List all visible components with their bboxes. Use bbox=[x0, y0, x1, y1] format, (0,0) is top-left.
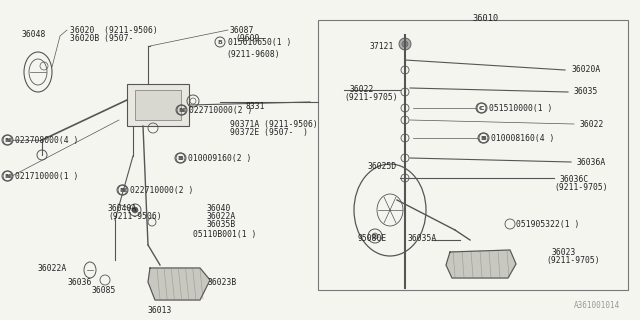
Text: N: N bbox=[4, 173, 10, 179]
Text: N: N bbox=[4, 138, 10, 142]
Text: 36023B: 36023B bbox=[208, 278, 237, 287]
Text: 90372E (9507-  ): 90372E (9507- ) bbox=[230, 128, 308, 137]
Text: 010008160(4 ): 010008160(4 ) bbox=[491, 133, 554, 142]
Text: 36040: 36040 bbox=[207, 204, 232, 213]
Text: (9211-9705): (9211-9705) bbox=[546, 256, 600, 265]
Text: 36035A: 36035A bbox=[408, 234, 437, 243]
Text: 36022A: 36022A bbox=[38, 264, 67, 273]
Text: 36013: 36013 bbox=[148, 306, 172, 315]
Circle shape bbox=[399, 38, 411, 50]
Text: 36020A: 36020A bbox=[572, 65, 601, 74]
Text: B: B bbox=[179, 156, 184, 161]
Text: N: N bbox=[119, 188, 125, 193]
Bar bbox=[318, 20, 628, 290]
Text: 051905322(1 ): 051905322(1 ) bbox=[516, 220, 579, 229]
Text: C: C bbox=[480, 106, 484, 110]
Text: 021710000(1 ): 021710000(1 ) bbox=[15, 172, 78, 180]
Text: A361001014: A361001014 bbox=[573, 301, 620, 310]
Text: (9211-9705): (9211-9705) bbox=[554, 183, 607, 192]
Text: N: N bbox=[179, 108, 184, 113]
Text: 36036: 36036 bbox=[68, 278, 92, 287]
Text: 022710000(2 ): 022710000(2 ) bbox=[189, 106, 252, 115]
Text: (9211-9608): (9211-9608) bbox=[226, 50, 280, 59]
Text: 36022: 36022 bbox=[580, 120, 604, 129]
Text: 90371A (9211-9506): 90371A (9211-9506) bbox=[230, 120, 317, 129]
Polygon shape bbox=[446, 250, 516, 278]
Circle shape bbox=[372, 233, 378, 239]
Text: 36020B (9507-: 36020B (9507- bbox=[70, 34, 133, 43]
Text: B: B bbox=[218, 39, 223, 44]
Text: 36010: 36010 bbox=[472, 14, 499, 23]
Text: 36040A: 36040A bbox=[108, 204, 137, 213]
Text: 36020  (9211-9506): 36020 (9211-9506) bbox=[70, 26, 157, 35]
Text: C: C bbox=[479, 106, 483, 110]
Text: 015610650(1 ): 015610650(1 ) bbox=[228, 37, 291, 46]
Text: 05110B001(1 ): 05110B001(1 ) bbox=[193, 230, 257, 239]
Polygon shape bbox=[148, 268, 210, 300]
Text: (9211-9705): (9211-9705) bbox=[344, 93, 397, 102]
Text: 36087: 36087 bbox=[230, 26, 254, 35]
Text: N: N bbox=[120, 188, 125, 193]
Text: 8331: 8331 bbox=[246, 102, 266, 111]
Text: 36025D: 36025D bbox=[368, 162, 397, 171]
Text: 36035B: 36035B bbox=[207, 220, 236, 229]
Bar bbox=[135, 90, 181, 120]
Text: 36022A: 36022A bbox=[207, 212, 236, 221]
Text: 36036C: 36036C bbox=[560, 175, 589, 184]
Text: 36035: 36035 bbox=[574, 87, 598, 96]
Text: B: B bbox=[481, 135, 485, 140]
Text: N: N bbox=[5, 138, 11, 142]
Text: 36085: 36085 bbox=[92, 286, 116, 295]
Text: 023708000(4 ): 023708000(4 ) bbox=[15, 135, 78, 145]
Text: B: B bbox=[481, 135, 486, 140]
Bar bbox=[127, 84, 189, 126]
Text: 36022: 36022 bbox=[350, 85, 374, 94]
Text: 36048: 36048 bbox=[22, 30, 46, 39]
Text: 36023: 36023 bbox=[552, 248, 577, 257]
Text: 051510000(1 ): 051510000(1 ) bbox=[489, 103, 552, 113]
Text: 022710000(2 ): 022710000(2 ) bbox=[130, 186, 193, 195]
Text: N: N bbox=[179, 108, 185, 113]
Text: 010009160(2 ): 010009160(2 ) bbox=[188, 154, 252, 163]
Text: N: N bbox=[5, 173, 11, 179]
Text: (9609-: (9609- bbox=[235, 34, 264, 43]
Circle shape bbox=[132, 207, 138, 213]
Text: 95080E: 95080E bbox=[358, 234, 387, 243]
Text: (9211-9506): (9211-9506) bbox=[108, 212, 162, 221]
Text: 36036A: 36036A bbox=[577, 158, 606, 167]
Text: 37121: 37121 bbox=[370, 42, 394, 51]
Circle shape bbox=[402, 41, 408, 47]
Text: B: B bbox=[177, 156, 182, 161]
